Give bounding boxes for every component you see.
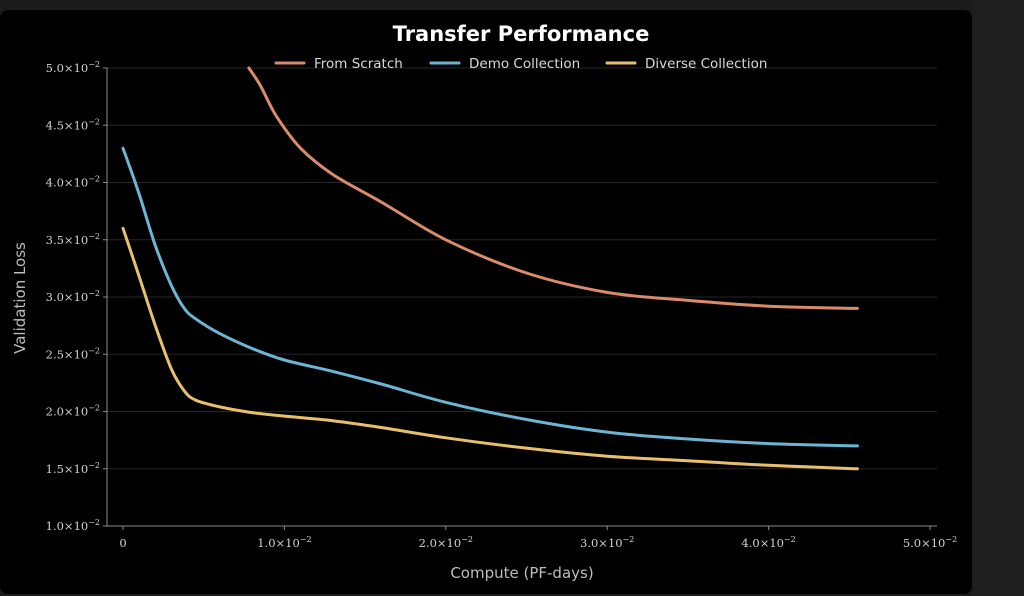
y-tick-label: 3.5×10−2	[46, 232, 100, 247]
side-strip	[972, 0, 1024, 596]
y-ticks: 1.0×10−2 1.5×10−2 2.0×10−2 2.5×10−2 3.0×10−2…	[46, 60, 107, 533]
x-tick-label: 3.0×10−2	[580, 535, 634, 550]
series-lines	[121, 66, 859, 471]
chart-panel	[0, 10, 972, 594]
y-tick-label: 1.5×10−2	[46, 461, 100, 476]
legend-label: Diverse Collection	[645, 56, 767, 72]
legend-item-diverse-collection: Diverse Collection	[605, 56, 767, 72]
y-tick-label: 4.5×10−2	[46, 117, 100, 132]
series-line-demo-collection	[121, 146, 859, 448]
series-line-from-scratch	[247, 66, 859, 310]
y-tick-label: 2.0×10−2	[46, 404, 100, 419]
y-tick-label: 4.0×10−2	[46, 175, 100, 190]
y-tick-label: 5.0×10−2	[46, 60, 100, 75]
legend: From Scratch Demo Collection Diverse Colle…	[274, 56, 767, 72]
legend-label: Demo Collection	[469, 56, 580, 72]
chart-title: Transfer Performance	[393, 22, 650, 46]
y-tick-label: 2.5×10−2	[46, 346, 100, 361]
x-ticks: 0 1.0×10−2 2.0×10−2 3.0×10−2 4.0×10−2 5.0×10−…	[119, 526, 957, 550]
x-tick-label: 5.0×10−2	[903, 535, 957, 550]
grid-lines	[107, 67, 937, 470]
legend-label: From Scratch	[314, 56, 403, 72]
series-line-diverse-collection	[121, 226, 859, 471]
x-tick-label: 4.0×10−2	[741, 535, 795, 550]
y-tick-label: 1.0×10−2	[46, 518, 100, 533]
y-axis-label: Validation Loss	[11, 242, 29, 354]
y-tick-label: 3.0×10−2	[46, 289, 100, 304]
x-tick-label: 2.0×10−2	[419, 535, 473, 550]
x-tick-label: 1.0×10−2	[257, 535, 311, 550]
x-tick-label: 0	[119, 536, 126, 550]
x-axis-label: Compute (PF-days)	[450, 564, 593, 582]
legend-item-from-scratch: From Scratch	[274, 56, 403, 72]
legend-item-demo-collection: Demo Collection	[429, 56, 580, 72]
